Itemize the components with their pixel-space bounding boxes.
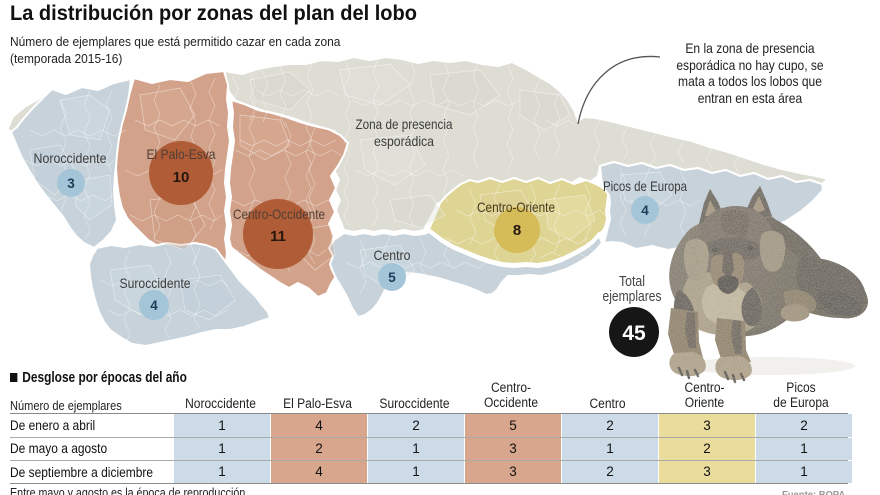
- svg-text:Total: Total: [619, 274, 645, 290]
- svg-text:Noroccidente: Noroccidente: [34, 150, 107, 166]
- svg-text:Suroccidente: Suroccidente: [120, 275, 191, 291]
- svg-text:esporádica: esporádica: [374, 133, 434, 149]
- svg-text:10: 10: [173, 169, 190, 186]
- svg-text:4: 4: [150, 298, 158, 313]
- svg-text:ejemplares: ejemplares: [603, 289, 662, 305]
- svg-text:Centro-Occidente: Centro-Occidente: [233, 206, 325, 222]
- svg-text:45: 45: [622, 322, 646, 345]
- svg-text:4: 4: [641, 203, 649, 218]
- svg-text:Centro-Oriente: Centro-Oriente: [477, 199, 555, 215]
- svg-text:El Palo-Esva: El Palo-Esva: [147, 146, 216, 162]
- svg-text:8: 8: [513, 222, 521, 239]
- svg-text:Centro: Centro: [374, 247, 411, 263]
- svg-text:5: 5: [388, 270, 396, 285]
- svg-text:3: 3: [67, 176, 75, 191]
- svg-text:Picos de Europa: Picos de Europa: [603, 178, 687, 194]
- svg-text:11: 11: [270, 228, 286, 245]
- svg-text:Zona de presencia: Zona de presencia: [356, 116, 453, 132]
